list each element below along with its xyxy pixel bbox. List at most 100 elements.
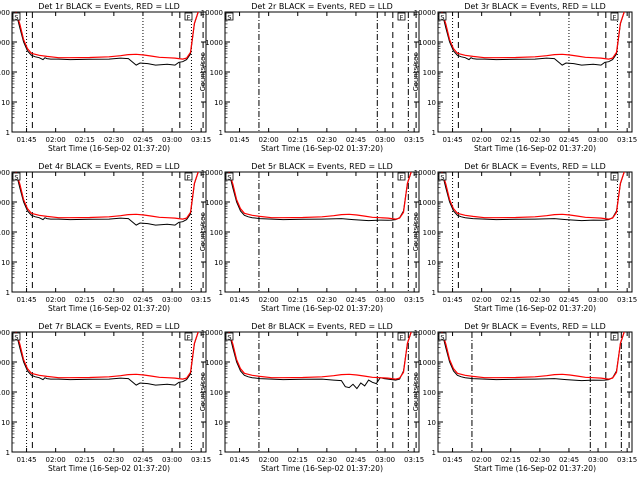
det9r-start-marker-label: S: [440, 333, 444, 341]
det9r-finish-marker-box: [610, 332, 619, 341]
det6r-series-lld: [441, 171, 625, 220]
det8r-xtick-label: 02:30: [317, 456, 337, 464]
det8r-xtick-label: 02:15: [288, 456, 308, 464]
det9r-axes-frame: [437, 331, 633, 453]
det7r-ytick-label: 1: [6, 449, 10, 457]
det1r-xtick-label: 02:00: [46, 136, 66, 144]
det5r-ytick-label: 10000: [201, 169, 223, 177]
det3r-series-events: [441, 11, 625, 66]
det8r-start-marker-label: S: [227, 333, 231, 341]
det9r-xtick-label: 02:45: [559, 456, 579, 464]
det8r-xlabel: Start Time (16-Sep-02 01:37:20): [261, 464, 383, 473]
det2r-finish-marker-box: [397, 12, 406, 21]
det8r-axes-frame: [224, 331, 420, 453]
det9r-finish-marker-label: F: [613, 333, 617, 341]
det7r-xlabel: Start Time (16-Sep-02 01:37:20): [48, 464, 170, 473]
det5r-ytick-label: 10: [214, 259, 223, 267]
det5r-axes-frame: [224, 171, 420, 293]
det4r-xtick-label: 02:30: [104, 296, 124, 304]
det6r-start-marker-box: [438, 172, 447, 181]
det2r-axes-frame: [224, 11, 420, 133]
det5r-finish-marker-box: [397, 172, 406, 181]
det6r-xtick-label: 02:30: [530, 296, 550, 304]
det3r-ytick-label: 10: [427, 99, 436, 107]
det8r-ylabel: Counts/sec: [199, 373, 207, 412]
det5r-xtick-label: 02:30: [317, 296, 337, 304]
det4r-finish-marker-box: [184, 172, 193, 181]
det3r-finish-marker-label: F: [613, 13, 617, 21]
det3r-series-lld: [441, 11, 625, 60]
det2r-ytick-label: 100: [210, 69, 223, 77]
det3r-finish-marker-box: [610, 12, 619, 21]
det1r-start-marker-label: S: [14, 13, 18, 21]
det1r-xtick-label: 02:45: [133, 136, 153, 144]
det2r-start-marker-label: S: [227, 13, 231, 21]
det7r-finish-marker-box: [184, 332, 193, 341]
det3r-xtick-label: 02:15: [501, 136, 521, 144]
det4r-ytick-label: 10: [1, 259, 10, 267]
det2r-ytick-label: 1: [219, 129, 223, 137]
det5r-start-marker-box: [225, 172, 234, 181]
det2r-ytick-label: 10000: [201, 9, 223, 17]
det5r-ytick-label: 1: [219, 289, 223, 297]
det4r-ytick-label: 10000: [0, 169, 10, 177]
det8r-xtick-label: 03:00: [375, 456, 395, 464]
det8r-ytick-label: 10000: [201, 329, 223, 337]
det9r-title: Det 9r BLACK = Events, RED = LLD: [464, 322, 606, 331]
det6r-xlabel: Start Time (16-Sep-02 01:37:20): [474, 304, 596, 313]
det4r-ytick-label: 1: [6, 289, 10, 297]
det1r-series-events: [15, 11, 199, 66]
det7r-series-lld: [15, 331, 199, 380]
det9r-series-events: [441, 331, 625, 382]
det2r-xtick-label: 02:15: [288, 136, 308, 144]
det6r-ytick-label: 10000: [414, 169, 436, 177]
det9r-start-marker-box: [438, 332, 447, 341]
det1r-xtick-label: 02:15: [75, 136, 95, 144]
det6r-xtick-label: 03:00: [588, 296, 608, 304]
det2r-ylabel: Counts/sec: [199, 53, 207, 92]
det6r-xtick-label: 02:15: [501, 296, 521, 304]
det6r-xtick-label: 02:00: [472, 296, 492, 304]
det3r-xtick-label: 02:00: [472, 136, 492, 144]
det9r-xtick-label: 03:15: [617, 456, 637, 464]
det2r-xtick-label: 02:30: [317, 136, 337, 144]
det3r-xtick-label: 03:15: [617, 136, 637, 144]
det8r-ytick-label: 1: [219, 449, 223, 457]
det5r-xtick-label: 02:00: [259, 296, 279, 304]
det4r-title: Det 4r BLACK = Events, RED = LLD: [38, 162, 180, 171]
det4r-axes-frame: [11, 171, 207, 293]
det4r-ytick-label: 100: [0, 229, 10, 237]
det1r-finish-marker-box: [184, 12, 193, 21]
det1r-ytick-label: 10000: [0, 9, 10, 17]
det2r-xtick-label: 03:00: [375, 136, 395, 144]
det6r-series-events: [441, 171, 625, 222]
det5r-xlabel: Start Time (16-Sep-02 01:37:20): [261, 304, 383, 313]
det1r-start-marker-box: [12, 12, 21, 21]
det6r-xtick-label: 01:45: [442, 296, 462, 304]
det5r-xtick-label: 01:45: [229, 296, 249, 304]
det9r-xlabel: Start Time (16-Sep-02 01:37:20): [474, 464, 596, 473]
det2r-finish-marker-label: F: [400, 13, 404, 21]
det8r-xtick-label: 01:45: [229, 456, 249, 464]
det7r-xtick-label: 03:15: [191, 456, 211, 464]
det1r-xlabel: Start Time (16-Sep-02 01:37:20): [48, 144, 170, 153]
det3r-start-marker-box: [438, 12, 447, 21]
det5r-xtick-label: 02:15: [288, 296, 308, 304]
det7r-xtick-label: 02:00: [46, 456, 66, 464]
det2r-xtick-label: 02:00: [259, 136, 279, 144]
det4r-start-marker-label: S: [14, 173, 18, 181]
det5r-series-lld: [228, 171, 412, 220]
det7r-start-marker-box: [12, 332, 21, 341]
det7r-axes-frame: [11, 331, 207, 453]
det7r-title: Det 7r BLACK = Events, RED = LLD: [38, 322, 180, 331]
det4r-finish-marker-label: F: [187, 173, 191, 181]
det6r-start-marker-label: S: [440, 173, 444, 181]
det8r-ytick-label: 1000: [205, 359, 223, 367]
det6r-ytick-label: 1000: [418, 199, 436, 207]
det7r-series-events: [15, 331, 199, 386]
det1r-xtick-label: 02:30: [104, 136, 124, 144]
det4r-xtick-label: 02:15: [75, 296, 95, 304]
det6r-axes-frame: [437, 171, 633, 293]
det9r-ytick-label: 1000: [418, 359, 436, 367]
det3r-xtick-label: 02:45: [559, 136, 579, 144]
